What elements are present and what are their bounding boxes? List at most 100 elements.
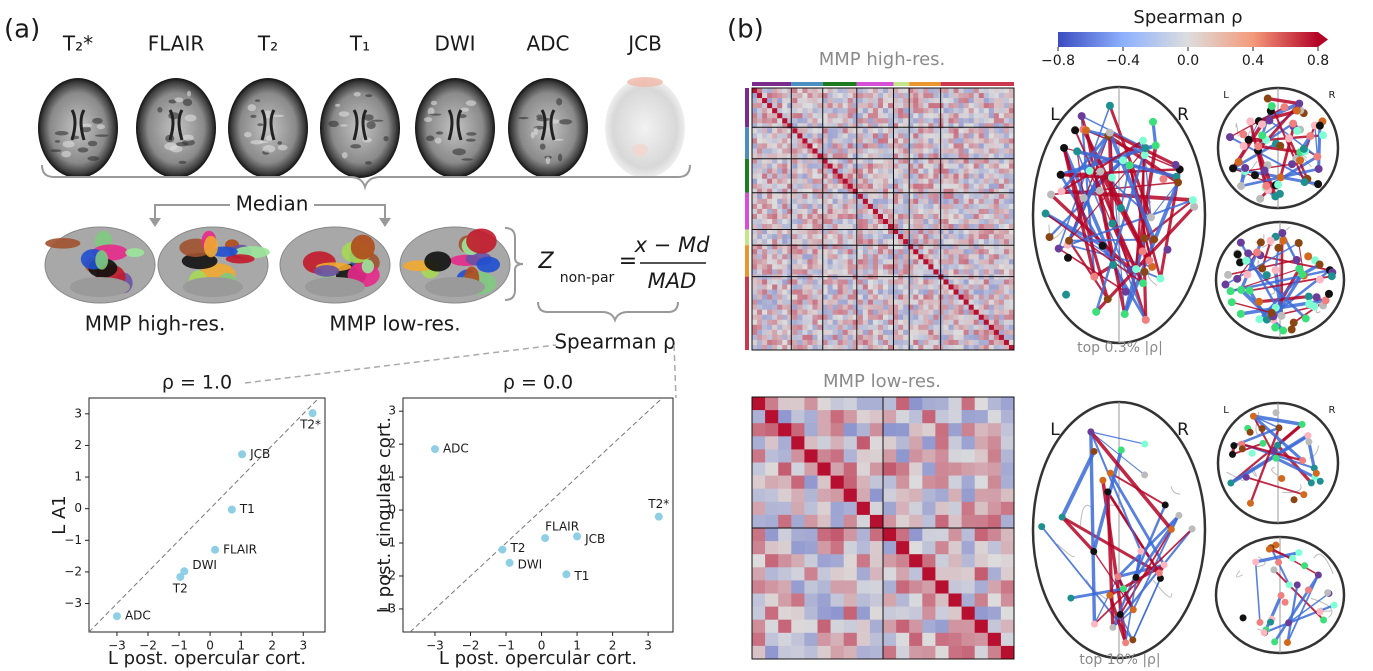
matrix-cell — [969, 184, 974, 189]
matrix-cell — [979, 285, 984, 290]
matrix-cell — [959, 204, 964, 209]
matrix-cell — [757, 310, 762, 315]
median-label: Median — [236, 192, 309, 216]
matrix-cell — [1004, 315, 1009, 320]
matrix-cell — [935, 554, 948, 567]
matrix-cell — [792, 345, 797, 350]
matrix-cell — [918, 184, 923, 189]
matrix-cell — [853, 239, 858, 244]
matrix-cell — [792, 224, 797, 229]
matrix-cell — [999, 209, 1004, 214]
matrix-cell — [999, 204, 1004, 209]
parcel — [351, 235, 375, 260]
matrix-cell — [853, 320, 858, 325]
matrix-cell — [848, 108, 853, 113]
matrix-cell — [767, 310, 772, 315]
node — [1091, 621, 1098, 628]
matrix-cell — [802, 290, 807, 295]
matrix-cell — [954, 123, 959, 128]
matrix-cell — [989, 300, 994, 305]
matrix-cell — [994, 108, 999, 113]
matrix-cell — [979, 133, 984, 138]
mri-texture — [328, 121, 338, 127]
matrix-cell — [807, 320, 812, 325]
matrix-cell — [999, 199, 1004, 204]
matrix-cell — [777, 214, 782, 219]
matrix-cell — [752, 123, 757, 128]
matrix-cell — [935, 515, 948, 528]
matrix-cell — [828, 93, 833, 98]
matrix-cell — [913, 209, 918, 214]
node — [1316, 122, 1324, 130]
matrix-cell — [923, 269, 928, 274]
matrix-cell — [1001, 620, 1014, 633]
node — [1091, 448, 1098, 455]
matrix-cell — [777, 285, 782, 290]
matrix-cell — [922, 528, 935, 541]
matrix-cell — [762, 239, 767, 244]
mri-texture — [466, 100, 476, 106]
matrix-cell — [1009, 315, 1014, 320]
matrix-cell — [767, 118, 772, 123]
matrix-cell — [762, 88, 767, 93]
node — [1268, 102, 1276, 110]
matrix-cell — [762, 194, 767, 199]
matrix-cell — [823, 123, 828, 128]
node — [1057, 187, 1065, 195]
matrix-cell — [928, 315, 933, 320]
matrix-cell — [818, 335, 823, 340]
matrix-cell — [913, 179, 918, 184]
matrix-cell — [1009, 174, 1014, 179]
matrix-cell — [823, 98, 828, 103]
point-label: ADC — [443, 442, 469, 456]
matrix-cell — [974, 154, 979, 159]
matrix-cell — [848, 340, 853, 345]
mri-texture — [187, 91, 191, 97]
matrix-cell — [928, 224, 933, 229]
node — [1288, 160, 1296, 168]
matrix-cell — [898, 169, 903, 174]
matrix-cell — [858, 279, 863, 284]
matrix-cell — [823, 159, 828, 164]
matrix-cell — [863, 138, 868, 143]
matrix-cell — [943, 179, 948, 184]
matrix-cell — [777, 93, 782, 98]
node — [1306, 132, 1314, 140]
matrix-cell — [853, 133, 858, 138]
node — [1328, 272, 1336, 280]
matrix-cell — [975, 397, 988, 410]
matrix-cell — [802, 259, 807, 264]
matrix-cell — [807, 138, 812, 143]
matrix-cell — [848, 224, 853, 229]
matrix-cell — [762, 214, 767, 219]
matrix-cell — [913, 330, 918, 335]
matrix-cell — [868, 239, 873, 244]
matrix-cell — [969, 179, 974, 184]
matrix-cell — [807, 279, 812, 284]
matrix-cell — [777, 88, 782, 93]
point-label: FLAIR — [223, 542, 257, 556]
matrix-cell — [802, 138, 807, 143]
matrix-cell — [1009, 179, 1014, 184]
matrix-cell — [974, 249, 979, 254]
mri-texture — [157, 107, 162, 112]
matrix-cell — [969, 148, 974, 153]
matrix-cell — [778, 463, 791, 476]
matrix-cell — [858, 199, 863, 204]
matrix-cell — [828, 264, 833, 269]
matrix-cell — [1004, 148, 1009, 153]
matrix-cell — [797, 159, 802, 164]
matrix-cell — [964, 300, 969, 305]
matrix-cell — [873, 148, 878, 153]
matrix-cell — [782, 279, 787, 284]
matrix-cell — [838, 88, 843, 93]
matrix-cell — [767, 269, 772, 274]
matrix-cell — [762, 138, 767, 143]
matrix-cell — [818, 154, 823, 159]
matrix-cell — [913, 93, 918, 98]
matrix-cell — [757, 128, 762, 133]
node — [1258, 264, 1266, 272]
matrix-cell — [848, 315, 853, 320]
matrix-cell — [974, 179, 979, 184]
matrix-cell — [896, 476, 909, 489]
